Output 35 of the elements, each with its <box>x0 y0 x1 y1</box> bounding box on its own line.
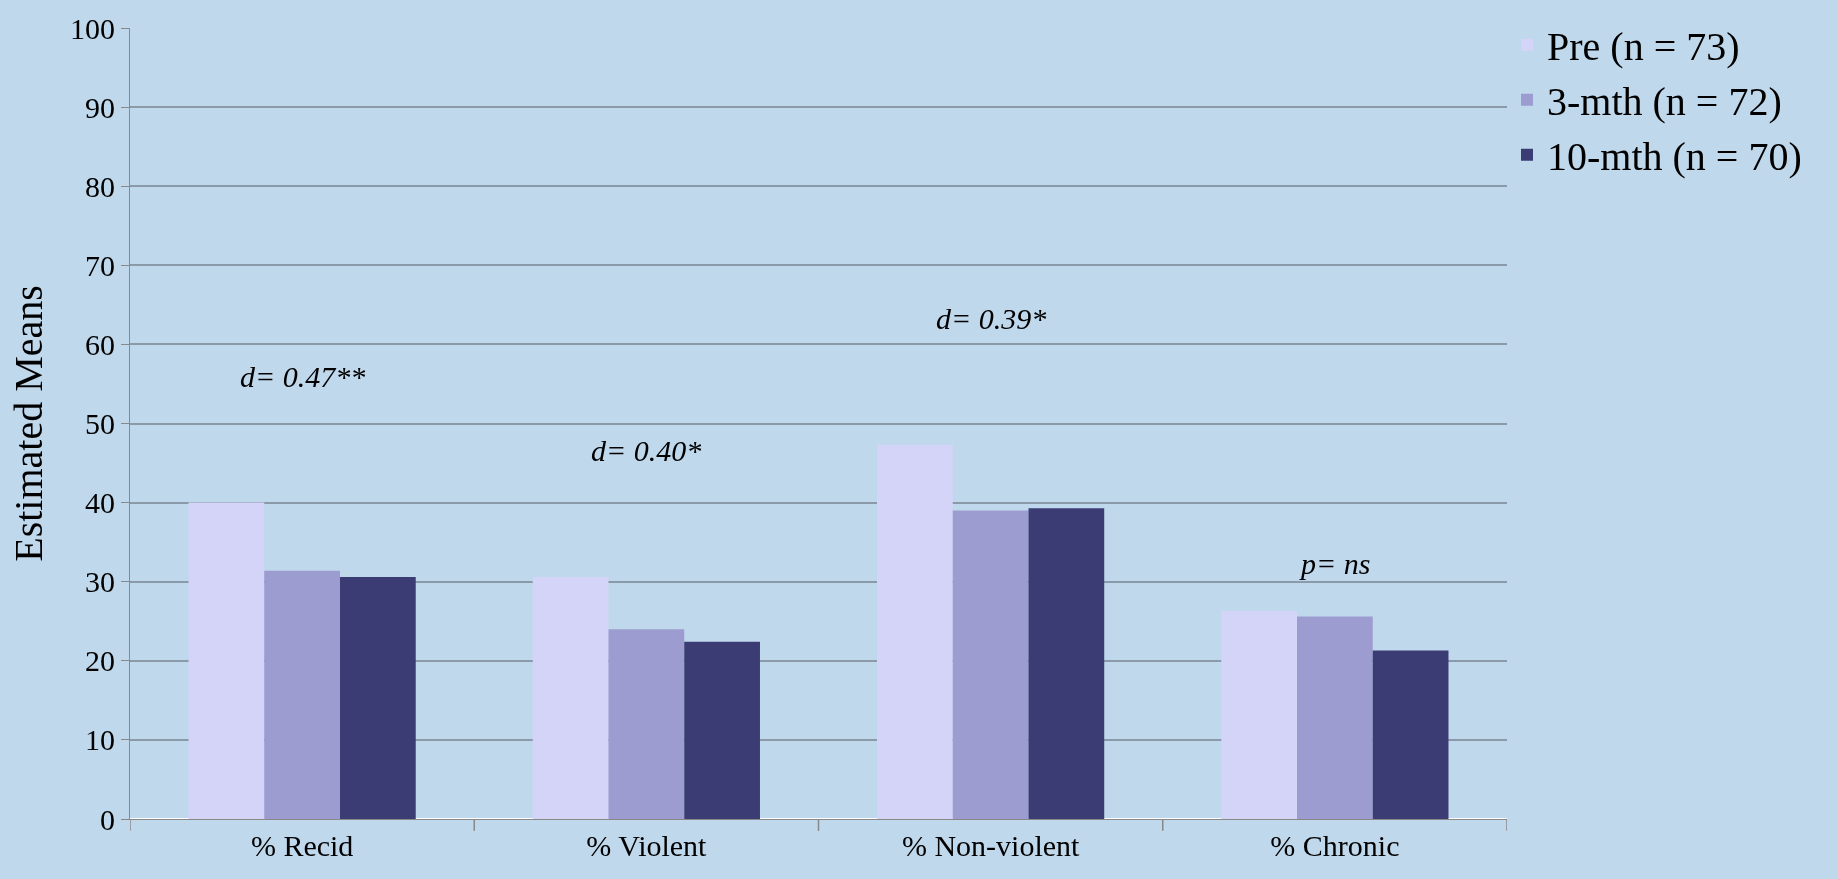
annotation: p= ns <box>1299 547 1371 580</box>
y-tick-label: 50 <box>85 407 115 440</box>
bar <box>1221 610 1298 819</box>
y-tick-label: 60 <box>85 327 115 361</box>
bar <box>1028 508 1105 819</box>
legend-label: 3-mth (n = 72) <box>1547 79 1782 125</box>
bar <box>1372 650 1449 819</box>
y-tick-label: 10 <box>85 723 115 757</box>
annotation: d= 0.39* <box>936 302 1047 335</box>
bar <box>684 641 760 819</box>
bar <box>877 444 953 819</box>
y-tick-label: 20 <box>85 644 115 678</box>
y-tick-label: 70 <box>85 248 115 282</box>
x-tick-label: % Violent <box>586 829 708 862</box>
y-tick-label: 30 <box>85 565 115 599</box>
bar <box>339 576 416 819</box>
legend-label: 10-mth (n = 70) <box>1547 134 1802 180</box>
y-axis-title: Estimated Means <box>5 285 51 562</box>
bar <box>188 502 265 819</box>
y-tick-label: 40 <box>85 486 115 520</box>
annotation: d= 0.40* <box>591 434 702 467</box>
y-tick-label: 0 <box>100 802 115 836</box>
bar <box>952 510 1029 819</box>
bar <box>608 629 685 819</box>
annotation: d= 0.47** <box>240 360 366 393</box>
bar <box>264 570 340 819</box>
y-tick-label: 80 <box>85 169 115 203</box>
bar <box>1297 616 1373 819</box>
x-tick-label: % Chronic <box>1270 829 1400 862</box>
y-tick-label: 100 <box>70 11 115 45</box>
x-tick-label: % Non-violent <box>901 829 1081 862</box>
y-tick-label: 90 <box>85 90 115 124</box>
x-tick-label: % Recid <box>250 829 354 862</box>
legend-label: Pre (n = 73) <box>1547 24 1740 70</box>
bar <box>532 576 609 819</box>
